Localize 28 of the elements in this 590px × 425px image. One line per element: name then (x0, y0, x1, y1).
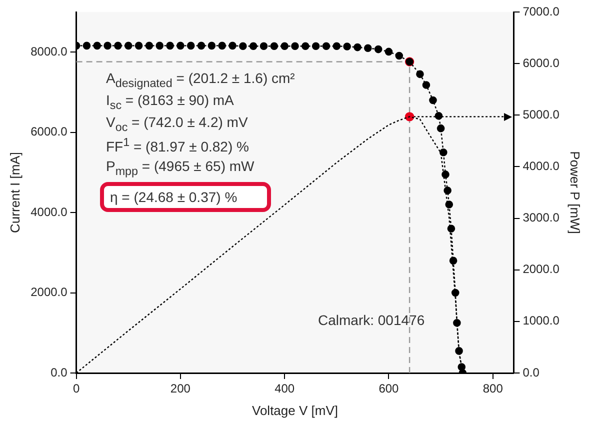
y-tick-label: 6000.0 (30, 124, 68, 139)
y-tick-label: 2000.0 (30, 285, 68, 300)
x-tick-label: 600 (378, 382, 400, 396)
x-tick-label: 0 (72, 382, 80, 396)
y2-axis-title: Power P [mW] (568, 151, 583, 234)
y2-tick-label: 5000.0 (522, 107, 560, 122)
annotation: η = (24.68 ± 0.37) % (100, 182, 272, 212)
x-tick-label: 400 (274, 382, 295, 396)
x-tick-label: 200 (170, 382, 191, 396)
annotation: P$_{mpp}$ = (4965 ± 65) mW (106, 158, 254, 178)
annotation: A$_{designated}$ = (201.2 ± 1.6) cm² (106, 70, 295, 90)
annotation: I$_{sc}$ = (8163 ± 90) mA (106, 92, 234, 112)
y2-tick-label: 6000.0 (522, 56, 560, 70)
y2-tick-label: 3000.0 (522, 210, 560, 225)
annotation: FF$^{1}$ = (81.97 ± 0.82) % (106, 136, 249, 155)
y-tick-label: 8000.0 (30, 44, 68, 58)
x-axis-title: Voltage V [mV] (252, 402, 338, 418)
y2-tick-label: 1000.0 (522, 314, 560, 328)
y2-tick-label: 2000.0 (522, 262, 560, 276)
annotation: V$_{oc}$ = (742.0 ± 4.2) mV (106, 114, 248, 134)
y2-tick-label: 0.0 (522, 365, 540, 380)
y2-tick-label: 4000.0 (522, 159, 560, 174)
y2-tick-label: 7000.0 (522, 4, 560, 18)
annotation: Calmark: 001476 (318, 312, 425, 328)
x-tick-label: 800 (482, 382, 504, 396)
y-tick-label: 0.0 (50, 365, 68, 380)
y-axis-title: Current I [mA] (7, 152, 22, 233)
y-tick-label: 4000.0 (30, 204, 68, 219)
